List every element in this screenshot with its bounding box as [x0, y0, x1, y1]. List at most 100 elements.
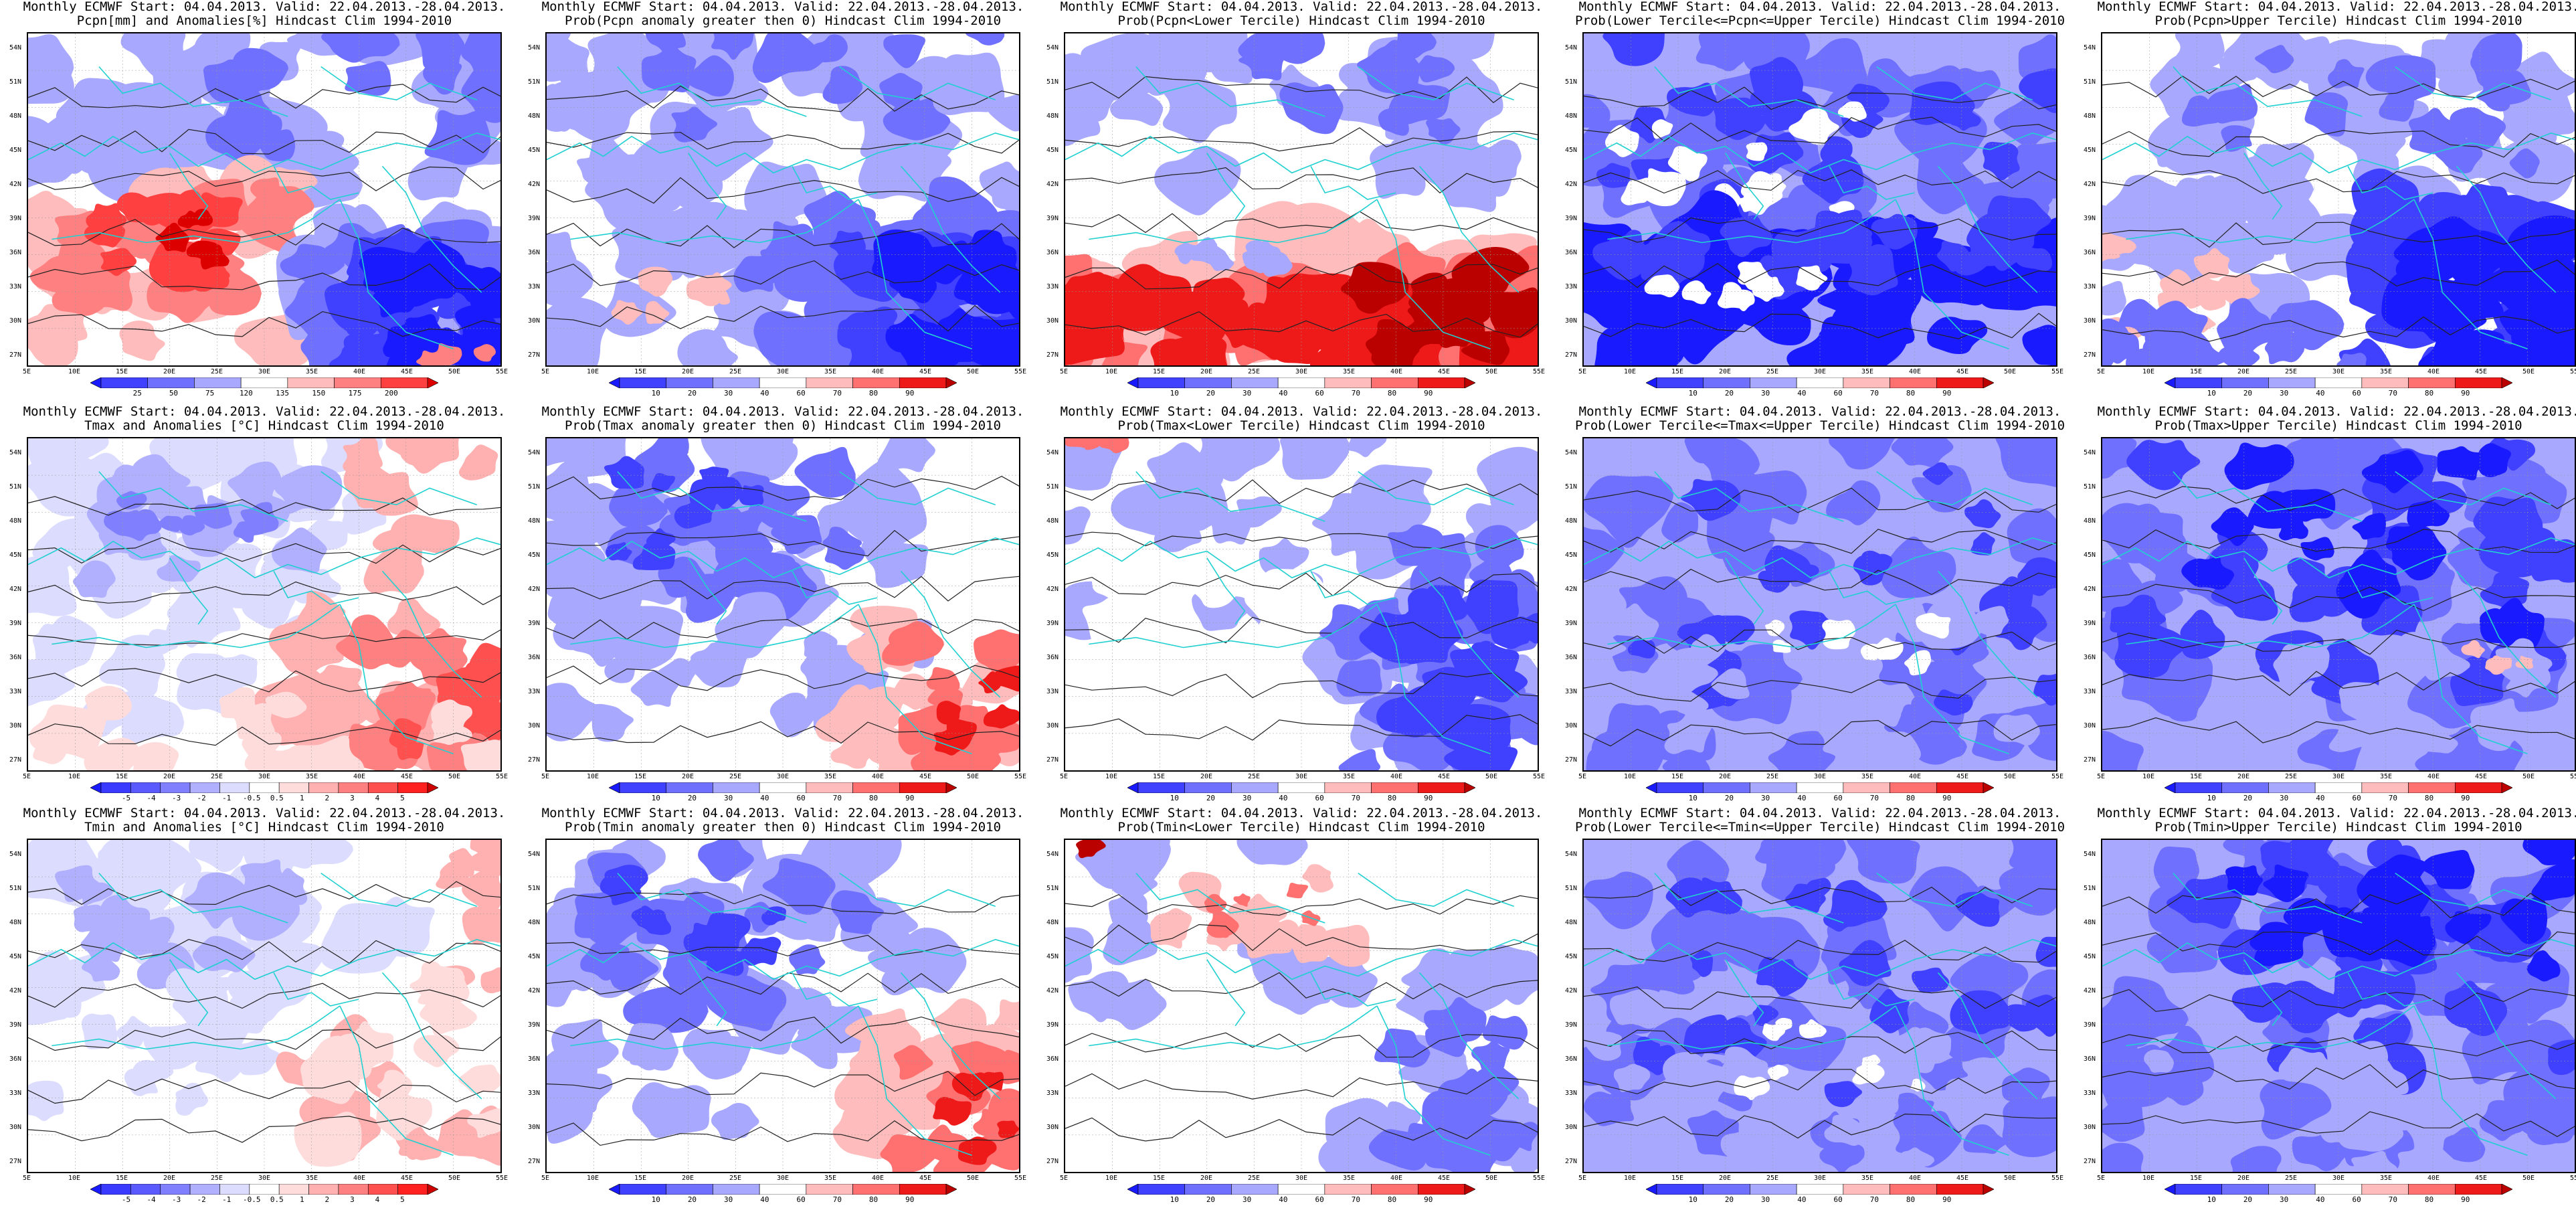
field-patch	[1098, 438, 1129, 454]
field-patch	[1856, 731, 1923, 770]
coastline	[1654, 471, 1844, 522]
field-patch	[1596, 163, 1631, 188]
field-patch	[449, 848, 481, 877]
panel-title: Monthly ECMWF Start: 04.04.2013. Valid: …	[1060, 806, 1543, 835]
panel-tmin-2: Monthly ECMWF Start: 04.04.2013. Valid: …	[525, 806, 1040, 1208]
field-patch	[132, 742, 179, 770]
field-patch	[797, 1005, 856, 1051]
panel-title: Monthly ECMWF Start: 04.04.2013. Valid: …	[2097, 0, 2576, 28]
colorbar-arrow-high	[2501, 782, 2512, 793]
lat-tick-label: 39N	[2084, 215, 2096, 222]
field-patch	[227, 879, 302, 941]
colorbar-swatch	[397, 1184, 428, 1195]
field-patch	[645, 33, 686, 54]
coastlines	[547, 470, 1019, 754]
panel-title: Monthly ECMWF Start: 04.04.2013. Valid: …	[23, 0, 506, 28]
lat-tick-label: 36N	[2084, 1055, 2096, 1063]
field-patch	[2336, 1041, 2391, 1093]
field-patch	[1687, 634, 1727, 666]
colorbar-tick-label: 60	[2352, 1195, 2361, 1204]
contour-line	[1065, 311, 1538, 338]
lat-tick-label: 51N	[2084, 885, 2096, 892]
field-patch	[467, 1108, 500, 1138]
field-patch	[677, 329, 741, 365]
contour-line	[2102, 260, 2575, 287]
coastlines	[1065, 66, 1538, 349]
coastline	[98, 873, 288, 924]
colorbar-tick-label: 70	[1351, 1195, 1360, 1204]
lat-tick-label: 27N	[9, 351, 22, 359]
field-patch	[195, 1030, 247, 1082]
colorbar: 10 20 30 40 60 70 80 90	[1127, 377, 1475, 399]
field-patch	[547, 258, 595, 307]
colorbar-swatch	[219, 1184, 250, 1195]
field-patch	[2153, 846, 2200, 891]
lat-tick-label: 30N	[1046, 317, 1059, 325]
lon-tick-label: 35E	[2379, 773, 2393, 780]
field-patch	[1466, 734, 1518, 770]
contour-line	[28, 1078, 500, 1104]
lat-tick-label: 27N	[1046, 1158, 1059, 1165]
colorbar-tick-label: 10	[651, 389, 660, 398]
field-patch	[388, 681, 432, 717]
lon-tick-label: 50E	[1485, 368, 1498, 375]
lon-tick-label: 25E	[1766, 368, 1779, 375]
field-patch	[2263, 864, 2309, 902]
colorbar-tick-label: 90	[1942, 1195, 1952, 1204]
field-patch	[651, 472, 676, 492]
colorbar-tick-label: 80	[1906, 1195, 1916, 1204]
field-patch	[165, 968, 235, 1025]
coastline	[1654, 873, 1844, 924]
field-patch	[114, 217, 163, 259]
lat-tick-label: 39N	[1046, 215, 1059, 222]
coastline	[2347, 972, 2433, 1007]
lon-tick-label: 55E	[495, 368, 509, 375]
field-patch	[291, 473, 327, 506]
field-patch	[1320, 924, 1370, 967]
colorbar-tick-label: 40	[1797, 794, 1807, 802]
field-patch	[2473, 497, 2545, 549]
field-patch	[604, 456, 644, 489]
colorbar-swatch	[899, 1184, 947, 1195]
lat-tick-label: 33N	[1565, 1090, 1578, 1097]
coastline	[1089, 1005, 1378, 1050]
colorbar-swatch	[2361, 1184, 2409, 1195]
field-patch	[761, 906, 786, 926]
lat-tick-label: 48N	[1565, 919, 1578, 926]
colorbar-swatch	[2221, 1184, 2269, 1195]
field-patch	[1341, 262, 1410, 314]
lat-tick-label: 45N	[1046, 953, 1059, 960]
colorbar-swatch	[759, 1184, 807, 1195]
field-patch	[1767, 1064, 1789, 1081]
colorbar-swatch	[852, 782, 900, 793]
field-patch	[157, 555, 201, 582]
field-patch	[2180, 610, 2225, 659]
colorbar-swatch	[806, 377, 853, 388]
lon-tick-label: 5E	[2096, 368, 2106, 375]
field-patch	[2421, 850, 2475, 889]
lon-tick-label: 40E	[1390, 773, 1403, 780]
field-patch	[1103, 915, 1158, 966]
field-layer	[28, 968, 283, 1121]
map-plot	[2101, 32, 2576, 367]
colorbar-tick-label: 60	[2352, 794, 2361, 802]
field-patch	[1711, 668, 1750, 699]
coastline	[273, 972, 359, 1007]
field-patch	[1788, 108, 1843, 145]
lat-tick-label: 30N	[1565, 317, 1578, 325]
field-patch	[885, 147, 941, 187]
colorbar-tick-label: 70	[2388, 794, 2397, 802]
colorbar-ramp	[2165, 377, 2512, 388]
field-patch	[1667, 146, 1708, 181]
coastline	[2243, 557, 2283, 625]
field-patch	[1602, 33, 1665, 66]
field-patch	[2504, 334, 2575, 365]
field-patch	[473, 344, 496, 362]
field-patch	[699, 466, 729, 491]
colorbar-arrow-low	[1646, 782, 1657, 793]
lat-tick-label: 48N	[528, 112, 541, 120]
lat-tick-label: 39N	[1565, 1021, 1578, 1029]
coastlines	[28, 872, 500, 1156]
coastline	[858, 199, 972, 349]
field-patch	[2007, 508, 2056, 574]
